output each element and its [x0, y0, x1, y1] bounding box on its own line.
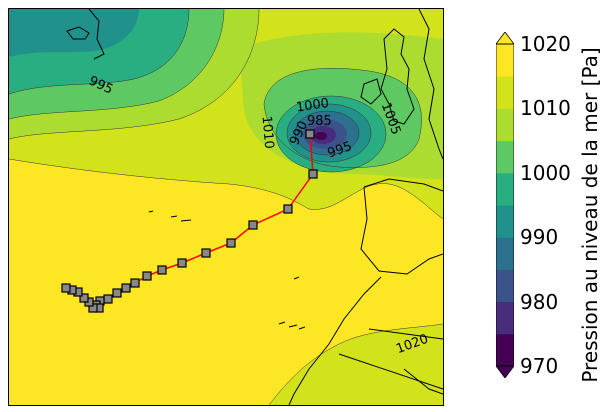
colorbar-tick-label: 1010 — [520, 96, 571, 121]
map-panel: 995 1000 985 990 995 1005 1010 1020 — [8, 8, 444, 406]
colorbar-band — [496, 44, 514, 77]
track-marker — [283, 204, 293, 214]
track-marker — [121, 283, 131, 293]
contour-lines — [9, 9, 443, 405]
colorbar-frame — [496, 43, 514, 367]
track-marker — [79, 293, 89, 303]
colorbar-extend-top — [496, 32, 514, 45]
colorbar-tick-label: 1020 — [520, 32, 571, 56]
band-1015 — [9, 159, 443, 405]
colorbar-tick-label: 1000 — [520, 160, 571, 185]
contour-label-1010: 1010 — [258, 115, 276, 149]
contour-label-1000: 1000 — [295, 96, 330, 115]
track-marker — [308, 169, 318, 179]
colorbar-tick-label: 980 — [520, 289, 559, 314]
track-marker — [226, 238, 236, 248]
colorbar — [496, 32, 514, 378]
band-1010-africa — [269, 324, 443, 405]
band-990-nw — [9, 9, 139, 57]
colorbar-band — [496, 269, 514, 303]
track-marker — [177, 258, 187, 268]
coastlines — [66, 9, 443, 405]
colorbar-band — [496, 301, 514, 335]
colorbar-band — [496, 76, 514, 109]
colorbar-tick-label: 990 — [520, 225, 559, 250]
track-marker — [130, 278, 140, 288]
colorbar-tick-label: 970 — [520, 354, 559, 378]
track-marker — [201, 248, 211, 258]
colorbar-title: Pression au niveau de la mer [Pa] — [578, 47, 602, 383]
track-marker — [142, 271, 152, 281]
band-970-low — [315, 132, 327, 140]
colorbar-band — [496, 237, 514, 270]
colorbar-band — [496, 205, 514, 238]
track-marker — [61, 283, 71, 293]
colorbar-extend-bottom — [496, 365, 514, 378]
pressure-map: 995 1000 985 990 995 1005 1010 1020 — [9, 9, 443, 405]
colorbar-band — [496, 333, 514, 367]
colorbar-band — [496, 108, 514, 142]
colorbar-band — [496, 172, 514, 206]
track-markers — [61, 129, 318, 313]
track-marker — [248, 220, 258, 230]
colorbar-band — [496, 140, 514, 174]
track-marker — [112, 288, 122, 298]
track-marker — [305, 129, 315, 139]
track-marker — [157, 265, 167, 275]
colorbar-bands — [496, 32, 514, 378]
track-marker — [103, 294, 113, 304]
contour-label-985: 985 — [307, 114, 332, 129]
